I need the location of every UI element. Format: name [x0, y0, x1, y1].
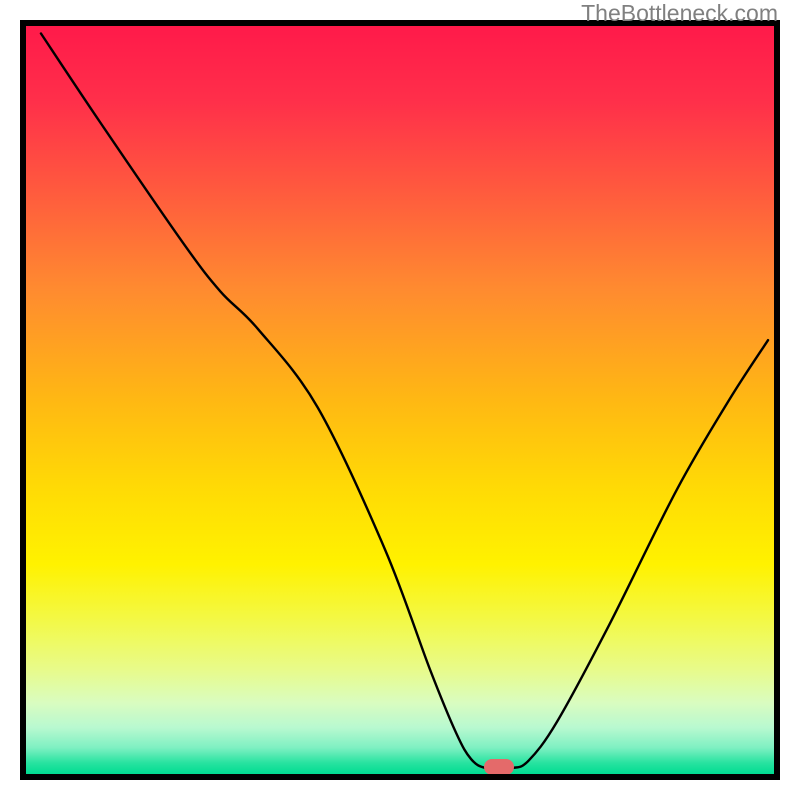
- plot-frame-left: [20, 20, 26, 780]
- plot-frame-right: [774, 20, 780, 780]
- figure-root: TheBottleneck.com: [0, 0, 800, 800]
- plot-area: [20, 20, 780, 780]
- gradient-background: [26, 26, 774, 774]
- optimal-point-marker: [484, 759, 514, 775]
- plot-frame-bottom: [20, 774, 780, 780]
- watermark-text: TheBottleneck.com: [581, 0, 778, 27]
- gradient-and-curve-layer: [26, 26, 774, 774]
